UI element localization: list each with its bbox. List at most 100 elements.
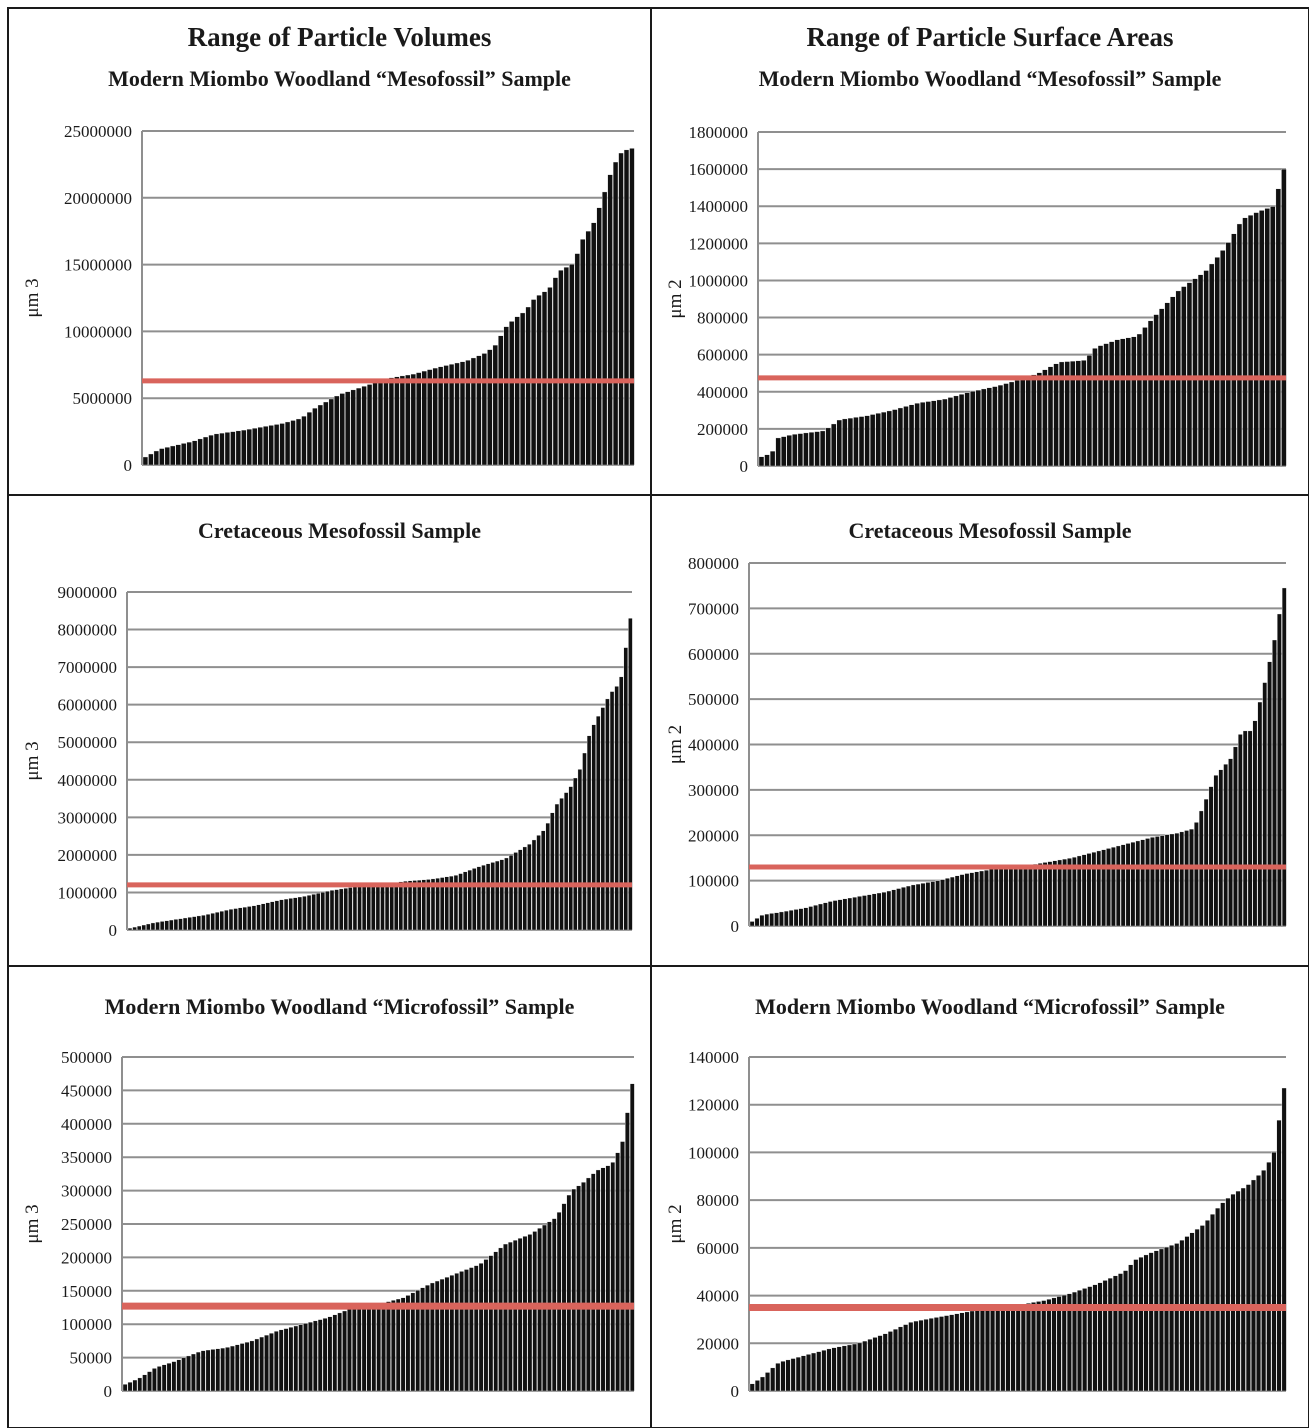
bar (600, 1167, 606, 1392)
bar (495, 860, 500, 931)
bar (173, 919, 179, 931)
bar (284, 421, 291, 466)
bar (421, 370, 427, 466)
bar (629, 1083, 635, 1392)
bar (1240, 1187, 1246, 1392)
bar (918, 1319, 924, 1392)
bar (332, 1314, 338, 1392)
bar (522, 846, 527, 931)
bar (1111, 847, 1116, 927)
bar (1058, 361, 1065, 467)
bar (383, 378, 389, 466)
bar (974, 1309, 980, 1392)
y-tick-label: 800000 (697, 309, 748, 328)
bar-series (749, 587, 1287, 927)
y-tick-label: 500000 (688, 690, 739, 709)
chart-title: Range of Particle Volumes (188, 22, 492, 52)
outer-border (7, 7, 1309, 1428)
bar (1062, 858, 1067, 927)
bar (352, 1307, 357, 1392)
bar (1259, 210, 1265, 467)
bar (1238, 734, 1243, 927)
bar (252, 428, 258, 466)
bar (591, 222, 597, 466)
bar (1174, 832, 1180, 927)
bar (1086, 853, 1092, 927)
bar (1076, 855, 1082, 927)
bar (290, 420, 296, 466)
bar (1067, 858, 1072, 927)
bar (1042, 862, 1048, 927)
bar (238, 907, 243, 931)
bar (754, 1380, 760, 1392)
bar (1103, 343, 1109, 467)
bar (1184, 1236, 1190, 1392)
bar (513, 852, 518, 931)
bar (832, 900, 838, 927)
bar (350, 389, 356, 466)
bar (783, 910, 789, 927)
bar (1025, 1303, 1031, 1392)
bar (623, 647, 628, 931)
bar (210, 1349, 216, 1392)
bar (942, 398, 948, 467)
bar (1056, 1296, 1062, 1392)
bar (959, 1312, 965, 1392)
bar (470, 357, 477, 466)
bar (1081, 854, 1087, 927)
bar (246, 428, 252, 466)
bar (394, 376, 400, 466)
bar (760, 1376, 765, 1392)
bar (469, 1267, 474, 1392)
bar (1118, 1273, 1123, 1392)
bar (508, 855, 514, 931)
bar (571, 1188, 577, 1392)
bar (1112, 1275, 1118, 1392)
bar (995, 1306, 1001, 1392)
bar (1106, 848, 1111, 927)
bar (1036, 1301, 1042, 1392)
bar (228, 909, 234, 931)
bar (1061, 1294, 1067, 1392)
bar (795, 1356, 801, 1392)
bar (224, 909, 229, 931)
bar (970, 391, 976, 467)
bar (504, 857, 509, 931)
bar (345, 391, 351, 466)
bar (577, 769, 583, 931)
bar (803, 432, 809, 467)
y-tick-label: 0 (104, 1382, 113, 1401)
bar (857, 896, 862, 927)
bar (430, 878, 436, 931)
bar (781, 436, 787, 467)
y-axis-label: μm 3 (22, 278, 43, 317)
bar (254, 1338, 260, 1392)
bar (302, 896, 307, 931)
bar (192, 440, 198, 466)
y-tick-label: 1200000 (689, 234, 749, 253)
bar (303, 1323, 308, 1392)
bar (1047, 861, 1053, 927)
bar (164, 920, 169, 931)
bar (438, 366, 444, 466)
bar (146, 923, 151, 931)
bar (306, 411, 313, 466)
bar (847, 897, 853, 927)
bar (876, 892, 882, 927)
bar (288, 1327, 294, 1392)
bar (377, 380, 384, 466)
bar (590, 1173, 596, 1392)
bar (607, 174, 613, 466)
bar (1192, 278, 1198, 467)
bar (1046, 1299, 1052, 1392)
bar (178, 918, 183, 931)
bar (936, 399, 942, 467)
bar (901, 887, 906, 927)
bar (1153, 314, 1159, 467)
bar (410, 373, 416, 466)
bar (366, 384, 373, 466)
bar (1159, 835, 1165, 927)
bar (195, 1351, 201, 1392)
bar (384, 883, 390, 931)
bar (949, 1314, 955, 1392)
